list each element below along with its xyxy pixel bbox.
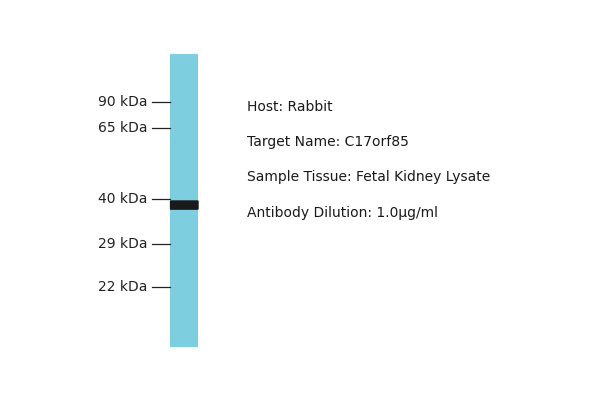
FancyBboxPatch shape xyxy=(170,200,199,210)
Text: 29 kDa: 29 kDa xyxy=(98,236,147,250)
Text: Sample Tissue: Fetal Kidney Lysate: Sample Tissue: Fetal Kidney Lysate xyxy=(247,170,490,184)
Text: 90 kDa: 90 kDa xyxy=(98,95,147,109)
Text: Antibody Dilution: 1.0µg/ml: Antibody Dilution: 1.0µg/ml xyxy=(247,206,438,220)
Text: 40 kDa: 40 kDa xyxy=(98,192,147,206)
Text: 65 kDa: 65 kDa xyxy=(98,121,147,135)
Text: Target Name: C17orf85: Target Name: C17orf85 xyxy=(247,135,409,149)
Text: Host: Rabbit: Host: Rabbit xyxy=(247,100,332,114)
Bar xyxy=(170,54,198,347)
Text: 22 kDa: 22 kDa xyxy=(98,280,147,294)
